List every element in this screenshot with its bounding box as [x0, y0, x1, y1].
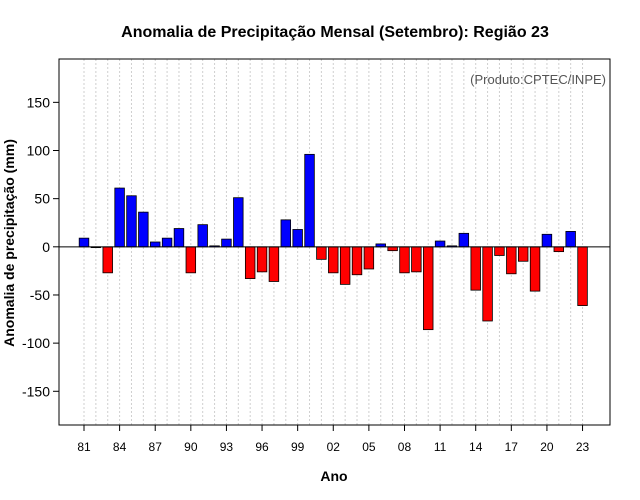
bar-2017	[506, 246, 517, 275]
x-tick-label: 81	[77, 440, 91, 454]
x-tick-label: 84	[113, 440, 127, 454]
bar-1987	[150, 241, 161, 248]
x-tick-label: 05	[362, 440, 376, 454]
x-tick-label: 20	[540, 440, 554, 454]
x-tick-label: 11	[434, 440, 447, 454]
bar-1999	[292, 229, 303, 248]
bar-1988	[161, 237, 173, 248]
bar-2008	[399, 246, 410, 274]
bar-2014	[470, 246, 481, 291]
bar-1997	[268, 246, 280, 282]
bar-1991	[197, 224, 208, 248]
bar-1986	[138, 211, 149, 248]
bar-1983	[102, 246, 113, 274]
x-tick-label: 90	[184, 440, 198, 454]
bar-2003	[339, 246, 351, 285]
x-tick-label: 17	[505, 440, 519, 454]
y-axis-title: Anomalia de precipitação (mm)	[1, 139, 17, 347]
bar-2018	[517, 246, 529, 262]
x-tick-label: 96	[255, 440, 269, 454]
x-tick-label: 14	[469, 440, 483, 454]
y-tick-label: 100	[27, 143, 51, 159]
bar-2001	[316, 246, 327, 260]
x-tick-label: 08	[398, 440, 412, 454]
bar-2000	[304, 153, 315, 248]
y-tick-label: 0	[42, 239, 50, 255]
x-tick-label: 93	[220, 440, 234, 454]
bar-2005	[363, 246, 375, 270]
grid-lines	[83, 59, 584, 425]
y-tick-label: -150	[22, 383, 50, 399]
bar-1993	[221, 238, 232, 248]
bar-2013	[458, 232, 470, 248]
plot-frame	[58, 58, 611, 426]
y-tick-label: 50	[34, 191, 50, 207]
y-axis: -150 -100 -50 0 50 100 150	[22, 94, 59, 399]
x-axis-title: Ano	[320, 468, 347, 484]
bar-2009	[411, 246, 422, 273]
x-tick-label: 87	[149, 440, 163, 454]
bar-1995	[244, 246, 256, 280]
bar-2011	[434, 240, 446, 248]
y-tick-label: 150	[27, 94, 51, 110]
source-annotation: (Produto:CPTEC/INPE)	[470, 72, 606, 87]
bar-2010	[423, 246, 434, 331]
bar-2023	[577, 246, 588, 306]
bar-2007	[387, 246, 398, 252]
x-tick-label: 02	[327, 440, 341, 454]
bar-1981	[78, 237, 90, 248]
bar-1985	[126, 195, 137, 248]
bar-1989	[173, 228, 185, 248]
bar-2015	[482, 246, 493, 322]
bar-2019	[529, 246, 541, 292]
x-tick-label: 23	[576, 440, 590, 454]
bar-2004	[351, 246, 363, 276]
bar-2002	[328, 246, 339, 274]
x-tick-label: 99	[291, 440, 305, 454]
bar-series	[78, 153, 588, 331]
bar-2022	[565, 231, 576, 248]
y-tick-label: -50	[30, 287, 50, 303]
y-tick-label: -100	[22, 335, 50, 351]
bar-2016	[494, 246, 505, 256]
chart-title: Anomalia de Precipitação Mensal (Setembr…	[121, 24, 549, 41]
bar-1996	[256, 246, 268, 273]
bar-2021	[553, 246, 565, 253]
bar-1998	[280, 219, 291, 248]
bar-1994	[233, 197, 244, 248]
x-axis: 81 84 87 90 93 96 99 02 05 08 11 14 17 20 23	[77, 425, 590, 454]
bar-1990	[185, 246, 197, 274]
bar-2020	[541, 233, 553, 248]
bar-1984	[114, 187, 125, 248]
